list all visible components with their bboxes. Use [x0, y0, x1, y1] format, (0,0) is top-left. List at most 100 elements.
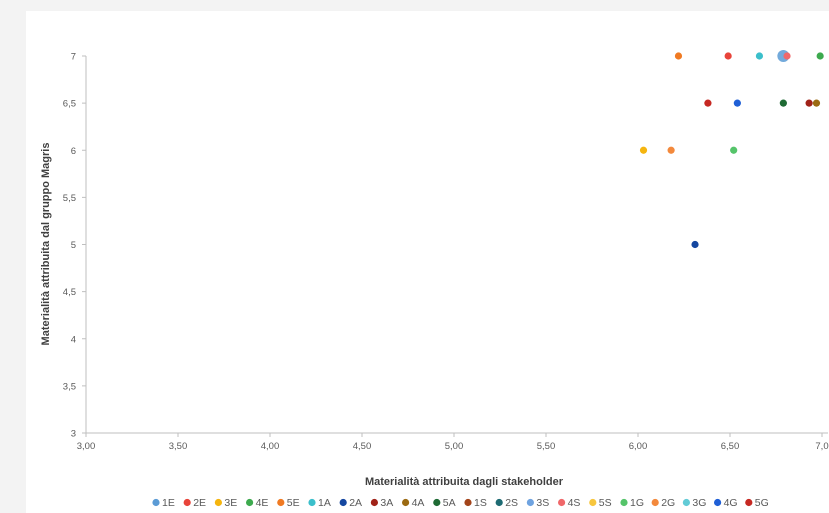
legend-item-4g: 4G [714, 497, 738, 509]
legend-marker [277, 498, 285, 507]
legend-marker [526, 498, 534, 507]
data-point-2a [691, 240, 699, 249]
legend-label: 3S [536, 497, 549, 509]
legend-label: 4E [256, 497, 269, 509]
data-point-4g [733, 99, 741, 107]
x-tick-label: 4,00 [261, 441, 280, 452]
x-tick-label: 6,50 [721, 441, 740, 452]
legend: 1E 2E 3E 4E 5E 1A 2A 3A 4A 5A 1S 2S 3S 4S 5S 1G 2G 3G 4G 5G [152, 497, 769, 509]
y-tick-label: 3 [71, 429, 76, 440]
legend-marker [651, 498, 659, 507]
legend-item-1s: 1S [464, 497, 487, 509]
legend-item-2e: 2E [183, 497, 206, 509]
data-point-2g [667, 146, 675, 154]
y-tick-label: 4,5 [63, 287, 76, 298]
legend-marker [183, 498, 191, 507]
x-tick-label: 6,00 [629, 441, 648, 452]
legend-item-1g: 1G [620, 497, 644, 509]
legend-item-5a: 5A [433, 497, 456, 509]
legend-label: 5E [287, 497, 300, 509]
legend-marker [745, 498, 753, 507]
legend-marker [402, 498, 410, 507]
legend-marker [558, 498, 566, 507]
legend-label: 4S [568, 497, 581, 509]
legend-label: 3E [224, 497, 237, 509]
data-point-5g [704, 99, 712, 107]
legend-item-1a: 1A [308, 497, 331, 509]
legend-label: 2S [505, 497, 518, 509]
y-tick-label: 5,5 [63, 193, 76, 204]
legend-label: 1E [162, 497, 175, 509]
y-tick-label: 3,5 [63, 381, 76, 392]
legend-marker [370, 498, 378, 507]
y-tick-label: 5 [71, 240, 76, 251]
legend-item-2a: 2A [339, 497, 362, 509]
data-point-4a [812, 99, 821, 107]
y-tick-label: 6,5 [63, 99, 76, 110]
legend-marker [464, 498, 472, 507]
legend-item-2s: 2S [495, 497, 518, 509]
x-axis-title: Materialità attribuita dagli stakeholder [365, 476, 564, 488]
legend-item-3g: 3G [682, 497, 706, 509]
legend-label: 4A [412, 497, 425, 509]
data-point-4s [783, 52, 791, 60]
data-point-5a [779, 99, 787, 107]
data-point-3e [639, 146, 648, 154]
data-point-1a [755, 52, 764, 60]
legend-label: 2E [193, 497, 206, 509]
legend-marker [495, 498, 503, 507]
legend-marker [714, 498, 722, 507]
legend-label: 1A [318, 497, 331, 509]
legend-marker [339, 498, 347, 507]
legend-item-1e: 1E [152, 497, 175, 509]
data-points [639, 50, 824, 249]
legend-label: 1G [630, 497, 644, 509]
legend-item-3s: 3S [526, 497, 549, 509]
legend-item-3a: 3A [370, 497, 393, 509]
legend-item-2g: 2G [651, 497, 675, 509]
y-axis-title: Materialità attribuita dal gruppo Magris [40, 143, 52, 346]
tick-labels: 3,00 3,50 4,00 4,50 5,00 5,50 6,00 6,50 7,0 3 3,5 4… [63, 52, 829, 453]
legend-label: 5G [755, 497, 769, 509]
legend-item-4e: 4E [246, 497, 268, 509]
axes [85, 56, 828, 434]
legend-label: 2G [661, 497, 675, 509]
legend-item-5g: 5G [745, 497, 769, 509]
legend-label: 1S [474, 497, 487, 509]
legend-label: 5S [599, 497, 612, 509]
data-point-1g [730, 146, 738, 154]
legend-item-5s: 5S [589, 497, 612, 509]
chart-card: 3,00 3,50 4,00 4,50 5,00 5,50 6,00 6,50 7,0 3 3,5 4… [26, 11, 829, 513]
legend-marker [214, 498, 222, 507]
x-tick-label: 3,50 [169, 441, 188, 452]
legend-label: 2A [349, 497, 362, 509]
legend-marker [152, 498, 160, 507]
legend-label: 4G [724, 497, 738, 509]
legend-marker [308, 498, 316, 507]
legend-item-4s: 4S [558, 497, 580, 509]
data-point-4e [816, 52, 824, 60]
legend-item-5e: 5E [277, 497, 300, 509]
x-tick-label: 5,50 [537, 441, 556, 452]
scatter-chart: 3,00 3,50 4,00 4,50 5,00 5,50 6,00 6,50 7,0 3 3,5 4… [40, 50, 829, 509]
y-tick-label: 4 [71, 334, 76, 345]
y-tick-label: 6 [71, 146, 76, 157]
legend-marker [682, 498, 691, 507]
x-tick-label: 7,0 [815, 441, 828, 452]
x-tick-label: 3,00 [77, 441, 96, 452]
legend-marker [433, 498, 441, 507]
data-point-3a [805, 99, 813, 107]
legend-marker [246, 498, 254, 507]
data-point-2e [724, 52, 732, 60]
legend-marker [620, 498, 628, 507]
legend-marker [589, 498, 597, 507]
legend-label: 3A [380, 497, 393, 509]
x-tick-label: 4,50 [353, 441, 372, 452]
x-tick-label: 5,00 [445, 441, 464, 452]
legend-label: 3G [692, 497, 706, 509]
legend-item-3e: 3E [214, 497, 237, 509]
y-tick-label: 7 [71, 52, 76, 63]
data-point-5e [674, 52, 683, 60]
legend-label: 5A [443, 497, 456, 509]
legend-item-4a: 4A [402, 497, 424, 509]
